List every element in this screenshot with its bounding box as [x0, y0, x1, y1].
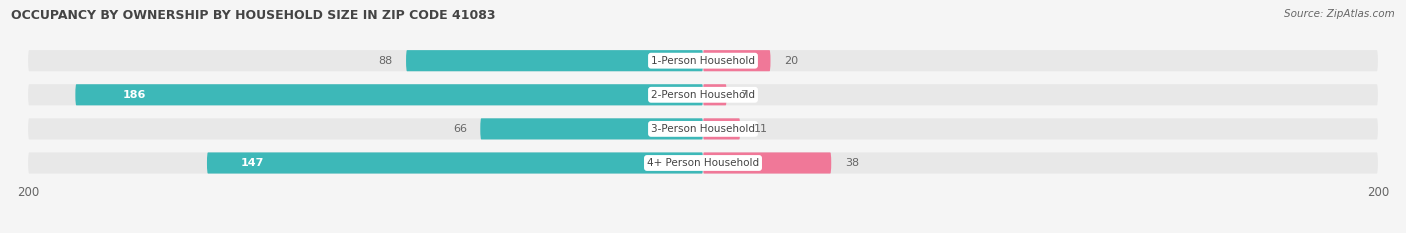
Legend: Owner-occupied, Renter-occupied: Owner-occupied, Renter-occupied [578, 230, 828, 233]
Text: 38: 38 [845, 158, 859, 168]
Text: 7: 7 [740, 90, 747, 100]
FancyBboxPatch shape [28, 50, 1378, 71]
Text: OCCUPANCY BY OWNERSHIP BY HOUSEHOLD SIZE IN ZIP CODE 41083: OCCUPANCY BY OWNERSHIP BY HOUSEHOLD SIZE… [11, 9, 496, 22]
FancyBboxPatch shape [28, 152, 1378, 174]
FancyBboxPatch shape [481, 118, 703, 140]
FancyBboxPatch shape [703, 118, 740, 140]
Text: 11: 11 [754, 124, 768, 134]
Text: 147: 147 [240, 158, 264, 168]
Text: 66: 66 [453, 124, 467, 134]
FancyBboxPatch shape [76, 84, 703, 105]
Text: Source: ZipAtlas.com: Source: ZipAtlas.com [1284, 9, 1395, 19]
Text: 3-Person Household: 3-Person Household [651, 124, 755, 134]
Text: 88: 88 [378, 56, 392, 66]
Text: 1-Person Household: 1-Person Household [651, 56, 755, 66]
FancyBboxPatch shape [28, 84, 1378, 105]
FancyBboxPatch shape [28, 118, 1378, 140]
Text: 186: 186 [122, 90, 146, 100]
FancyBboxPatch shape [703, 84, 727, 105]
Text: 2-Person Household: 2-Person Household [651, 90, 755, 100]
Text: 4+ Person Household: 4+ Person Household [647, 158, 759, 168]
FancyBboxPatch shape [703, 50, 770, 71]
FancyBboxPatch shape [406, 50, 703, 71]
FancyBboxPatch shape [207, 152, 703, 174]
FancyBboxPatch shape [703, 152, 831, 174]
Text: 20: 20 [785, 56, 799, 66]
